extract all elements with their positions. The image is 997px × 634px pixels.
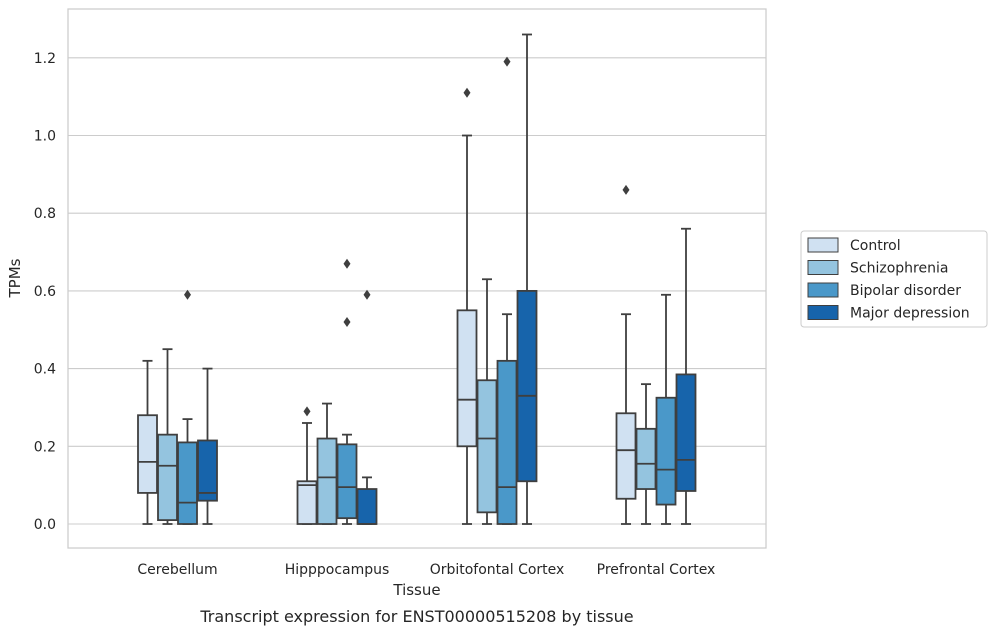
box-iqr (516, 289, 538, 483)
box-bipolar-disorder (496, 56, 518, 525)
box-control (137, 359, 158, 525)
outlier-point (343, 316, 351, 327)
box-groups (137, 33, 697, 525)
box-iqr (655, 396, 677, 506)
y-tick-label: 0.6 (34, 284, 56, 300)
y-tick-label: 0.2 (34, 439, 56, 455)
x-tick-label: Hipppocampus (285, 562, 390, 578)
box-iqr (356, 488, 378, 525)
box-control (615, 184, 637, 525)
legend-label: Schizophrenia (850, 261, 948, 277)
outlier-point (622, 184, 630, 195)
box-iqr (675, 373, 697, 492)
box-iqr (336, 443, 358, 520)
box-control (296, 406, 318, 525)
x-tick-label: Orbitofontal Cortex (430, 562, 565, 578)
box-schizophrenia (316, 402, 338, 525)
box-schizophrenia (157, 348, 178, 525)
y-tick-label: 1.2 (34, 51, 56, 67)
box-major-depression (516, 33, 538, 525)
box-iqr (496, 359, 518, 525)
x-axis-label: Tissue (392, 581, 440, 599)
box-iqr (197, 439, 218, 502)
y-axis-label: TPMs (6, 258, 24, 298)
box-iqr (476, 379, 498, 514)
legend: Control Schizophrenia Bipolar disorder Majo… (800, 230, 988, 328)
legend-swatch (807, 237, 839, 253)
x-tick-label: Prefrontal Cortex (597, 562, 716, 578)
box-iqr (296, 480, 318, 525)
x-tick-labels: Cerebellum Hipppocampus Orbitofontal Corte… (137, 562, 715, 578)
box-bipolar-disorder (177, 289, 198, 525)
outlier-point (463, 87, 471, 98)
outlier-point (503, 56, 511, 67)
box-iqr (456, 309, 478, 448)
outlier-point (303, 406, 311, 417)
legend-swatch (807, 260, 839, 275)
legend-label: Bipolar disorder (850, 283, 961, 299)
box-major-depression (356, 289, 378, 525)
box-iqr (137, 414, 158, 494)
outlier-point (363, 289, 371, 300)
chart-caption: Transcript expression for ENST0000051520… (199, 607, 633, 626)
box-iqr (615, 412, 637, 500)
y-tick-label: 1.0 (34, 129, 56, 145)
outlier-point (184, 289, 191, 300)
box-iqr (157, 433, 178, 522)
box-iqr (177, 441, 198, 525)
box-iqr (635, 427, 657, 490)
legend-frame (800, 230, 988, 328)
box-schizophrenia (476, 278, 498, 525)
legend-swatch (807, 282, 839, 298)
y-tick-labels: 0.0 0.2 0.4 0.6 0.8 1.0 1.2 (34, 51, 56, 533)
box-iqr (316, 437, 338, 525)
box-schizophrenia (635, 383, 657, 525)
y-tick-label: 0.8 (34, 206, 56, 222)
box-bipolar-disorder (336, 258, 358, 525)
y-tick-label: 0.4 (34, 362, 56, 378)
outlier-point (343, 258, 351, 269)
box-control (456, 87, 478, 525)
box-major-depression (197, 367, 218, 525)
legend-label: Control (850, 238, 901, 254)
legend-swatch (807, 305, 839, 320)
x-tick-label: Cerebellum (137, 562, 217, 578)
plot-frame (67, 8, 767, 549)
box-bipolar-disorder (655, 293, 677, 525)
legend-label: Major depression (850, 306, 970, 322)
y-tick-label: 0.0 (34, 517, 56, 533)
box-major-depression (675, 227, 697, 525)
